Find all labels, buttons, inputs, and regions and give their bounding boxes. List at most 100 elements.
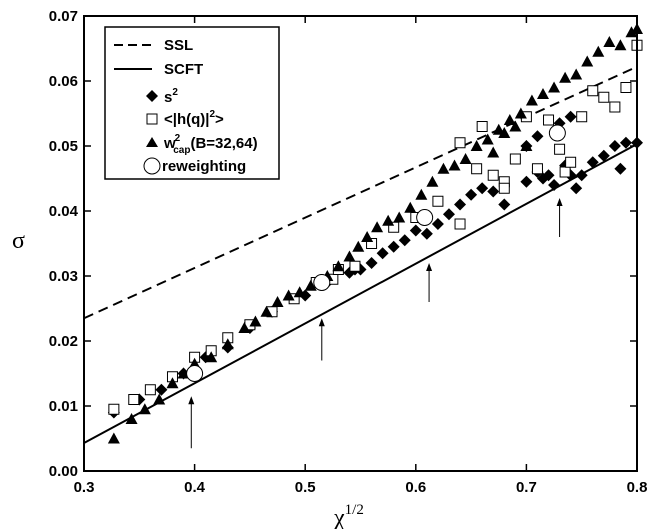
- wcap-point: [107, 432, 120, 444]
- hq-point: [565, 156, 577, 168]
- x-tick-label: 0.4: [184, 479, 206, 496]
- hq-point: [543, 114, 555, 126]
- legend-wcap-marker: [146, 137, 158, 147]
- axis-layer: 0.3 0.4 0.5 0.6 0.7 0.8 0.00 0.01 0.02 0.03 0.04 0.…: [49, 8, 648, 496]
- hq-point: [108, 403, 120, 415]
- legend-s2-text: s: [164, 89, 172, 106]
- wcap-point: [548, 81, 561, 93]
- reweighting-point: [313, 274, 331, 291]
- reweighting-point: [186, 365, 204, 382]
- wcap-point: [332, 260, 345, 272]
- hq-point: [454, 218, 466, 230]
- legend-wcap-sub: cap: [173, 145, 190, 156]
- wcap-point: [238, 322, 251, 333]
- wcap-point: [625, 26, 638, 38]
- wcap-point: [260, 305, 273, 317]
- wcap-point: [559, 71, 572, 83]
- hq-point: [498, 182, 510, 194]
- wcap-point: [525, 94, 538, 106]
- x-axis-title-sup: 1/2: [345, 502, 364, 518]
- hq-point: [487, 169, 499, 181]
- s2-point: [586, 156, 599, 169]
- hq-point: [454, 137, 466, 149]
- series-filled-triangle: [107, 23, 643, 444]
- wcap-point: [205, 351, 218, 363]
- plot-frame: [83, 15, 638, 472]
- ssl-line: [83, 65, 638, 320]
- series-open-circle: [186, 124, 566, 382]
- x-tick-label: 0.8: [627, 479, 648, 496]
- s2-point: [398, 234, 411, 247]
- arrow-head: [188, 396, 195, 405]
- hq-point: [144, 384, 156, 396]
- wcap-point: [249, 315, 262, 327]
- series-layer: [83, 23, 643, 444]
- s2-point: [376, 247, 389, 260]
- wcap-point: [153, 393, 166, 405]
- legend-ssl-label: SSL: [164, 37, 193, 54]
- hq-point: [432, 195, 444, 207]
- s2-point: [409, 224, 422, 237]
- y-axis-title: σ: [12, 228, 25, 254]
- s2-point: [420, 227, 433, 240]
- y-tick-label: 0.01: [49, 398, 78, 415]
- s2-point: [431, 218, 444, 230]
- x-tick-label: 0.3: [74, 479, 95, 496]
- x-tick-label: 0.7: [516, 479, 537, 496]
- s2-point: [155, 383, 168, 396]
- wcap-point: [293, 286, 306, 298]
- s2-point: [454, 198, 467, 211]
- s2-point: [365, 257, 378, 269]
- series-solid-line: [83, 143, 638, 444]
- s2-point: [564, 110, 577, 123]
- arrow-head: [318, 318, 325, 327]
- hq-point: [531, 163, 543, 175]
- wcap-point: [614, 39, 627, 51]
- y-tick-label: 0.04: [49, 203, 79, 220]
- arrow-head: [556, 198, 563, 206]
- legend-reweighting-marker: [143, 157, 161, 175]
- legend-wcap-sup: 2: [175, 133, 181, 144]
- s2-point: [548, 179, 561, 191]
- hq-point: [554, 143, 566, 155]
- s2-point: [575, 169, 588, 182]
- legend-reweighting-label: reweighting: [162, 158, 246, 175]
- x-axis-title: χ1/2: [333, 502, 364, 529]
- s2-point: [487, 185, 500, 198]
- hq-point: [349, 260, 361, 272]
- wcap-point: [352, 240, 365, 252]
- wcap-point: [404, 201, 417, 213]
- s2-point: [608, 140, 621, 152]
- s2-point: [476, 182, 489, 195]
- x-tick-label: 0.6: [405, 479, 426, 496]
- s2-point: [498, 198, 511, 211]
- s2-point: [619, 136, 632, 149]
- wcap-point: [459, 153, 472, 164]
- s2-point: [570, 182, 583, 195]
- wcap-point: [570, 68, 583, 80]
- hq-point: [476, 121, 488, 132]
- hq-point: [576, 111, 588, 123]
- legend-s2-label: s2: [164, 87, 178, 106]
- x-tick-label: 0.5: [295, 479, 316, 496]
- wcap-point: [221, 338, 234, 350]
- wcap-point: [426, 175, 439, 187]
- hq-point: [128, 394, 140, 405]
- wcap-point: [371, 221, 384, 233]
- legend-hq-marker: [146, 113, 158, 125]
- legend-hq-text: <|h(q)|: [164, 111, 209, 128]
- s2-point: [531, 130, 544, 143]
- wcap-point: [470, 140, 483, 151]
- legend-wcap-tail: (B=32,64): [190, 135, 257, 152]
- legend: SSL SCFT s2 <|h(q)|2> w2 cap(B=32,64) rew…: [104, 26, 280, 180]
- y-tick-label: 0.03: [49, 268, 78, 285]
- legend-hq-sup: 2: [209, 109, 215, 120]
- y-tick-label: 0.00: [49, 463, 78, 480]
- wcap-point: [437, 162, 450, 174]
- hq-point: [471, 163, 483, 175]
- s2-point: [465, 188, 478, 201]
- legend-scft-label: SCFT: [164, 61, 203, 78]
- arrow-head: [426, 263, 433, 271]
- wcap-point: [603, 36, 616, 47]
- wcap-point: [271, 296, 284, 307]
